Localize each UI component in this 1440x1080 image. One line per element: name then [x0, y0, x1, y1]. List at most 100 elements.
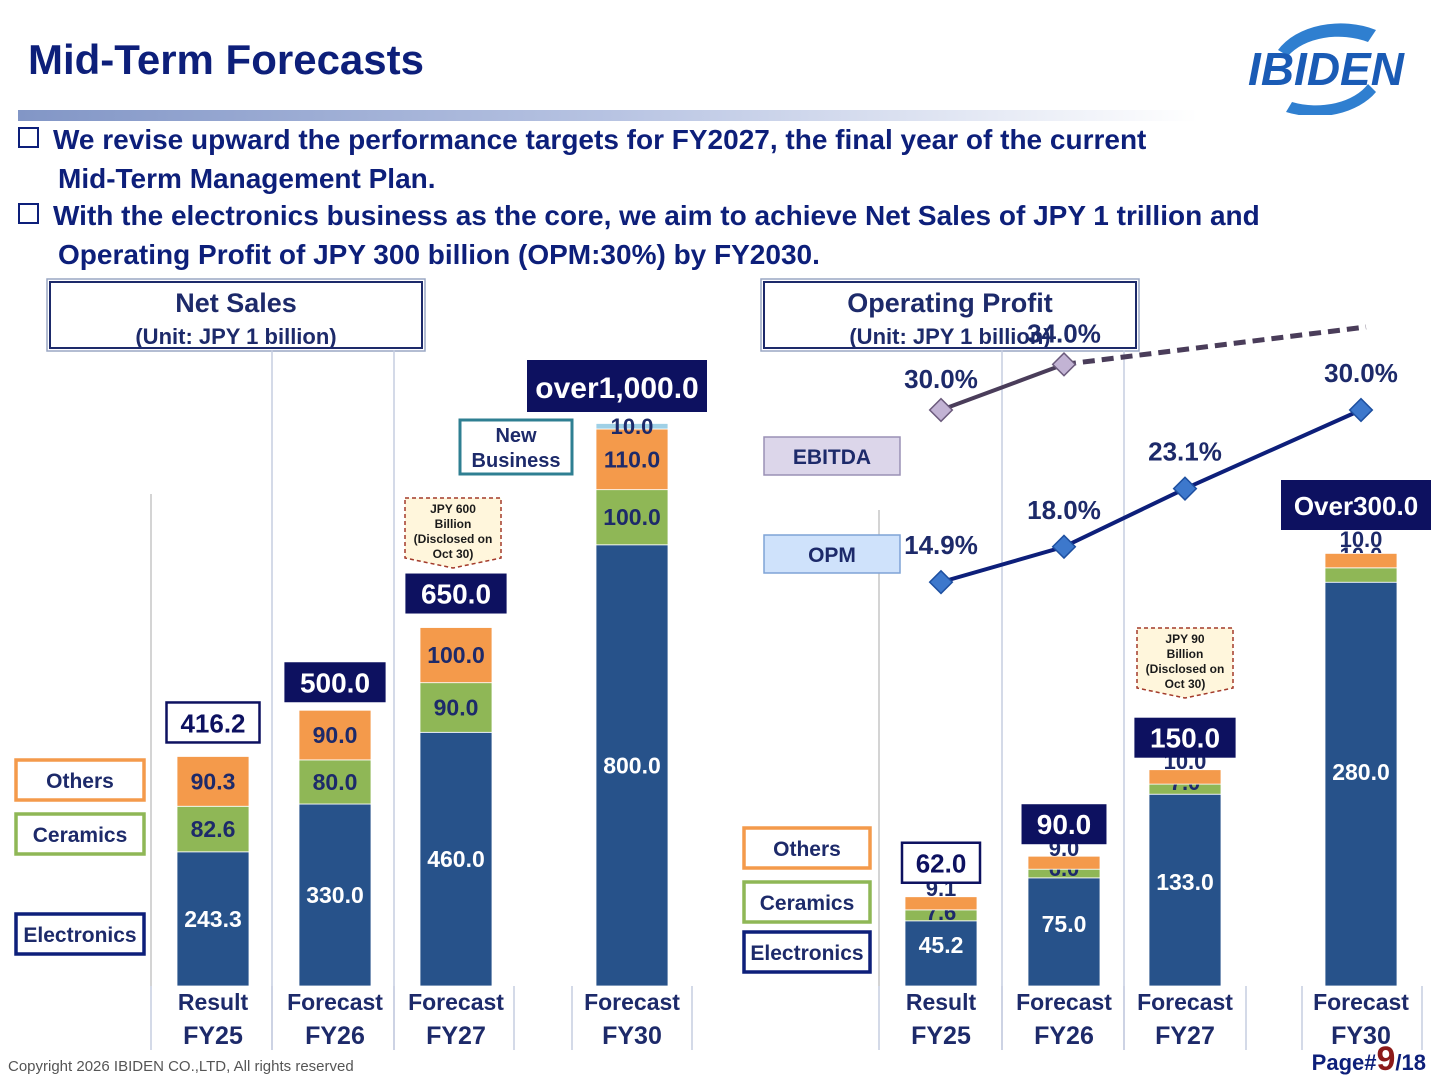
net-sales-x-tick-year: FY25: [183, 1022, 243, 1050]
page-title: Mid-Term Forecasts: [28, 36, 424, 83]
net-sales-x-tick-status: Result: [178, 989, 249, 1015]
ibiden-logo: IBIDEN: [1248, 23, 1405, 115]
op-profit-total-fy27: 150.0: [1150, 723, 1220, 754]
op-profit-bar-electronics: [1324, 581, 1398, 987]
opm-point: [1348, 397, 1374, 423]
op-profit-bar-others: [904, 896, 978, 911]
op-profit-x-tick-year: FY25: [911, 1022, 971, 1050]
op-profit-bar-electronics: [904, 920, 978, 987]
opm-legend: OPM: [808, 544, 856, 567]
net-sales-data-label: 82.6: [191, 816, 236, 842]
page-number: Page#9/18: [1312, 1040, 1426, 1079]
net-sales-total-fy25: 416.2: [180, 708, 245, 738]
net-sales-total-fy26: 500.0: [300, 667, 370, 698]
logo-ring-bottom: [1286, 84, 1376, 115]
ebitda-dashed-extension: [1063, 324, 1367, 367]
net-sales-bar-others: [298, 709, 372, 761]
net-sales-legend-ceramics: Ceramics: [33, 824, 128, 847]
op-profit-subtitle: (Unit: JPY 1 billion): [849, 324, 1050, 349]
op-profit-legend-others: Others: [773, 838, 841, 861]
net-sales-x-tick-status: Forecast: [584, 989, 680, 1015]
net-sales-legend-others-box: [14, 758, 146, 802]
op-profit-x-tick-year: FY27: [1155, 1022, 1215, 1050]
net-sales-total-fy27-bg: [405, 573, 507, 614]
ebitda-label: 34.0%: [1027, 318, 1101, 348]
net-sales-data-label: 100.0: [427, 642, 485, 668]
op-profit-disclosed-line: JPY 90: [1165, 632, 1204, 646]
net-sales-legend-ceramics-box: [14, 812, 146, 856]
net-sales-data-label: 460.0: [427, 846, 485, 872]
op-profit-legend-ceramics: Ceramics: [760, 892, 855, 915]
op-profit-total-fy25: 62.0: [916, 849, 967, 879]
net-sales-data-label: 800.0: [603, 752, 661, 778]
op-profit-x-tick-status: Result: [906, 989, 977, 1015]
op-profit-bar-ceramics: [1324, 567, 1398, 583]
opm-label: 30.0%: [1324, 358, 1398, 388]
ebitda-legend-box: [763, 436, 901, 476]
net-sales-bar-electronics: [176, 851, 250, 987]
op-profit-x-tick-year: FY30: [1331, 1022, 1391, 1050]
op-profit-legend-ceramics-box: [742, 880, 872, 924]
net-sales-bar-electronics: [419, 731, 493, 987]
bullet-1: We revise upward the performance targets…: [18, 124, 1146, 156]
net-sales-data-label: 110.0: [604, 446, 660, 472]
bullet-1-line1: We revise upward the performance targets…: [53, 124, 1147, 155]
net-sales-bar-ceramics: [298, 759, 372, 805]
net-sales-data-label: 90.0: [434, 694, 479, 720]
op-profit-total-fy27-bg: [1134, 717, 1236, 758]
op-profit-bar-electronics: [1027, 877, 1101, 987]
net-sales-disclosed-line: JPY 600: [430, 502, 476, 516]
new-business-label: New: [495, 425, 537, 447]
bullet-1-line2: Mid-Term Management Plan.: [58, 163, 436, 194]
logo-ring-top: [1278, 23, 1376, 56]
page-current: 9: [1376, 1040, 1396, 1078]
op-profit-total-fy25-bg: [900, 841, 982, 884]
net-sales-bar-others: [176, 756, 250, 807]
net-sales-total-fy26-bg: [284, 662, 386, 703]
header-rule: [18, 110, 1198, 121]
net-sales-legend-electronics: Electronics: [23, 924, 136, 947]
opm-label: 18.0%: [1027, 495, 1101, 525]
op-profit-title-box: [763, 281, 1137, 349]
net-sales-total-fy30-bg: [527, 360, 707, 412]
op-profit-bar-others: [1324, 553, 1398, 569]
net-sales-data-label: 330.0: [306, 882, 364, 908]
bullet-2-line2: Operating Profit of JPY 300 billion (OPM…: [58, 239, 820, 270]
op-profit-data-label: 133.0: [1156, 869, 1214, 895]
net-sales-legend-electronics-box: [14, 912, 146, 956]
op-profit-data-label: 75.0: [1042, 911, 1087, 937]
net-sales-data-label: 100.0: [603, 504, 661, 530]
op-profit-bar-electronics: [1148, 793, 1222, 987]
op-profit-data-label: 45.2: [919, 932, 964, 958]
net-sales-title: Net Sales: [175, 288, 297, 318]
opm-point: [1051, 534, 1077, 560]
net-sales-disclosed-line: Billion: [435, 517, 472, 531]
bullet-2: With the electronics business as the cor…: [18, 200, 1260, 232]
net-sales-title-frame: [46, 278, 426, 352]
ebitda-point: [928, 397, 954, 423]
net-sales-total-fy30: over1,000.0: [535, 372, 698, 405]
op-profit-disclosed-line: (Disclosed on: [1146, 662, 1225, 676]
page-total: /18: [1395, 1050, 1426, 1075]
net-sales-bar-electronics: [298, 803, 372, 987]
net-sales-x-tick-status: Forecast: [287, 989, 383, 1015]
op-profit-legend-electronics: Electronics: [750, 942, 863, 965]
net-sales-data-label: 10.0: [611, 414, 654, 439]
net-sales-x-tick-status: Forecast: [408, 989, 504, 1015]
op-profit-x-tick-status: Forecast: [1016, 989, 1112, 1015]
net-sales-x-tick-year: FY26: [305, 1022, 365, 1050]
opm-line: [940, 408, 1362, 585]
net-sales-disclosed-note: [404, 497, 502, 569]
op-profit-bar-others: [1148, 769, 1222, 785]
net-sales-subtitle: (Unit: JPY 1 billion): [135, 324, 336, 349]
net-sales-legend-others: Others: [46, 770, 114, 793]
op-profit-x-tick-status: Forecast: [1137, 989, 1233, 1015]
bullet-box-icon: [18, 203, 39, 224]
op-profit-total-fy30-bg: [1281, 480, 1431, 530]
opm-label: 23.1%: [1148, 437, 1222, 467]
op-profit-bar-others: [1027, 855, 1101, 870]
opm-point: [928, 569, 954, 595]
op-profit-x-tick-year: FY26: [1034, 1022, 1094, 1050]
op-profit-disclosed-note: [1136, 627, 1234, 699]
net-sales-data-label: 80.0: [313, 769, 358, 795]
